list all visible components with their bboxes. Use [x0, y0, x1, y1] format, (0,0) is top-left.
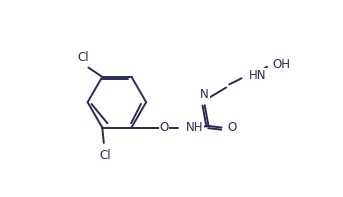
Text: HN: HN	[249, 69, 267, 82]
Text: OH: OH	[272, 58, 291, 71]
Text: NH: NH	[186, 121, 203, 134]
Text: Cl: Cl	[99, 149, 111, 162]
Text: O: O	[159, 121, 168, 134]
Text: O: O	[227, 121, 236, 134]
Text: Cl: Cl	[77, 51, 89, 64]
Text: N: N	[200, 88, 209, 101]
